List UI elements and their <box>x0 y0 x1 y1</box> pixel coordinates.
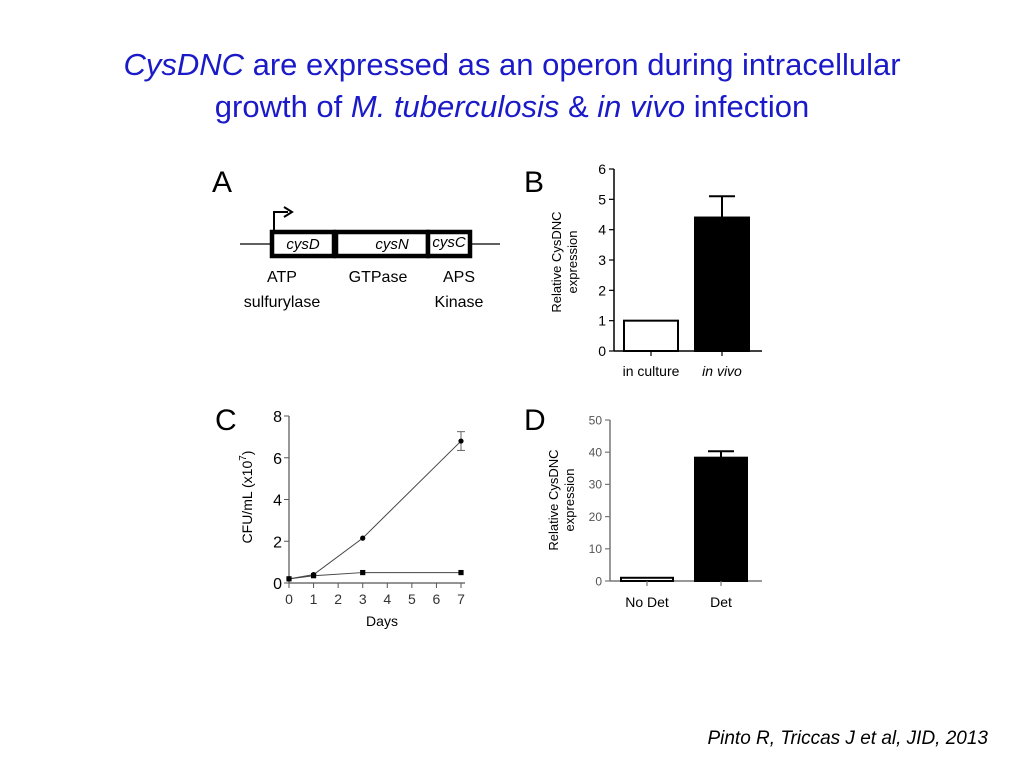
y-tick-label: 6 <box>598 161 606 177</box>
data-point <box>310 573 317 579</box>
panel-letter-d: D <box>524 404 546 437</box>
title-organism: M. tuberculosis <box>350 89 560 124</box>
bar <box>694 216 750 352</box>
data-point <box>360 569 366 576</box>
y-tick-label: 6 <box>273 451 282 468</box>
title-line-2: growth of M. tuberculosis & in vivo infe… <box>0 86 1024 128</box>
series-line <box>288 440 462 580</box>
title-text-1: are expressed as an operon during intrac… <box>244 47 901 82</box>
x-tick-label: in vivo <box>702 363 742 379</box>
y-tick-label: 8 <box>273 409 282 426</box>
x-tick-label: in culture <box>623 363 680 379</box>
x-tick-label: 0 <box>285 591 293 607</box>
function-label-atp: ATP <box>267 269 297 286</box>
y-tick-label: 40 <box>589 446 603 460</box>
function-label-kinase: Kinase <box>435 294 484 311</box>
data-point <box>458 438 464 444</box>
x-tick-label: 5 <box>408 591 416 607</box>
x-tick-label: Det <box>710 594 732 610</box>
gene-box-cysc <box>425 229 473 259</box>
data-point <box>458 569 464 576</box>
data-point <box>286 576 292 582</box>
function-label-sulfurylase: sulfurylase <box>244 294 321 311</box>
y-axis-label: Relative CysDNC expression <box>549 211 580 312</box>
x-tick-label: 2 <box>334 591 342 607</box>
promoter-arrowhead-icon <box>283 206 294 218</box>
y-tick-label: 4 <box>273 493 282 510</box>
gene-label-cysd: cysD <box>286 236 320 253</box>
x-tick-label: No Det <box>625 594 669 610</box>
y-tick-label: 0 <box>598 343 606 359</box>
y-tick-label: 4 <box>598 222 606 238</box>
y-axis-label-line-2: expression <box>565 231 580 294</box>
function-label-aps: APS <box>443 269 475 286</box>
y-axis-label: CFU/mL (x107) <box>238 451 255 544</box>
panel-letter-c: C <box>215 404 237 437</box>
data-point <box>360 535 366 541</box>
x-axis-label: Days <box>366 613 398 629</box>
x-tick-label: 7 <box>457 591 465 607</box>
title-line-1: CysDNC are expressed as an operon during… <box>0 44 1024 86</box>
y-tick-label: 0 <box>273 576 282 593</box>
y-tick-label: 20 <box>589 510 603 524</box>
y-tick-label: 2 <box>273 534 282 551</box>
bar <box>620 576 674 583</box>
y-tick-label: 50 <box>589 413 603 427</box>
promoter-arrow-icon <box>273 211 288 232</box>
y-axis-label-line-1: Relative CysDNC <box>549 211 564 312</box>
series-line <box>288 572 461 580</box>
citation: Pinto R, Triccas J et al, JID, 2013 <box>707 728 988 749</box>
y-axis-label: Relative CysDNC expression <box>546 449 577 550</box>
y-axis-label-base: CFU/mL (x10 <box>239 461 255 544</box>
x-tick-label: 3 <box>359 591 367 607</box>
x-tick-label: 1 <box>310 591 318 607</box>
y-axis-label-line-2: expression <box>562 469 577 532</box>
title-text-3: & <box>559 89 598 124</box>
y-tick-label: 3 <box>598 252 606 268</box>
title-cysdnc: CysDNC <box>123 47 244 82</box>
y-axis-label-end: ) <box>239 451 255 456</box>
bar <box>694 456 748 583</box>
y-axis-label-line-1: Relative CysDNC <box>546 449 561 550</box>
slide-title: CysDNC are expressed as an operon during… <box>0 44 1024 128</box>
y-tick-label: 0 <box>595 574 602 588</box>
y-tick-label: 2 <box>598 282 606 298</box>
x-tick-label: 4 <box>383 591 391 607</box>
x-tick-label: 6 <box>433 591 441 607</box>
gene-label-cysc: cysC <box>432 234 466 251</box>
title-text-2: growth of <box>214 89 351 124</box>
y-tick-label: 30 <box>589 478 603 492</box>
y-tick-label: 10 <box>589 542 603 556</box>
y-tick-label: 1 <box>598 313 606 329</box>
title-in-vivo: in vivo <box>597 89 686 124</box>
gene-label-cysn: cysN <box>375 236 409 253</box>
y-tick-label: 5 <box>598 191 606 207</box>
function-label-gtpase: GTPase <box>349 269 408 286</box>
y-axis-label-superscript: 7 <box>238 455 249 461</box>
gene-box-cysd <box>269 229 337 259</box>
panel-letter-a: A <box>212 166 233 199</box>
title-text-4: infection <box>685 89 810 124</box>
panel-letter-b: B <box>524 166 545 199</box>
